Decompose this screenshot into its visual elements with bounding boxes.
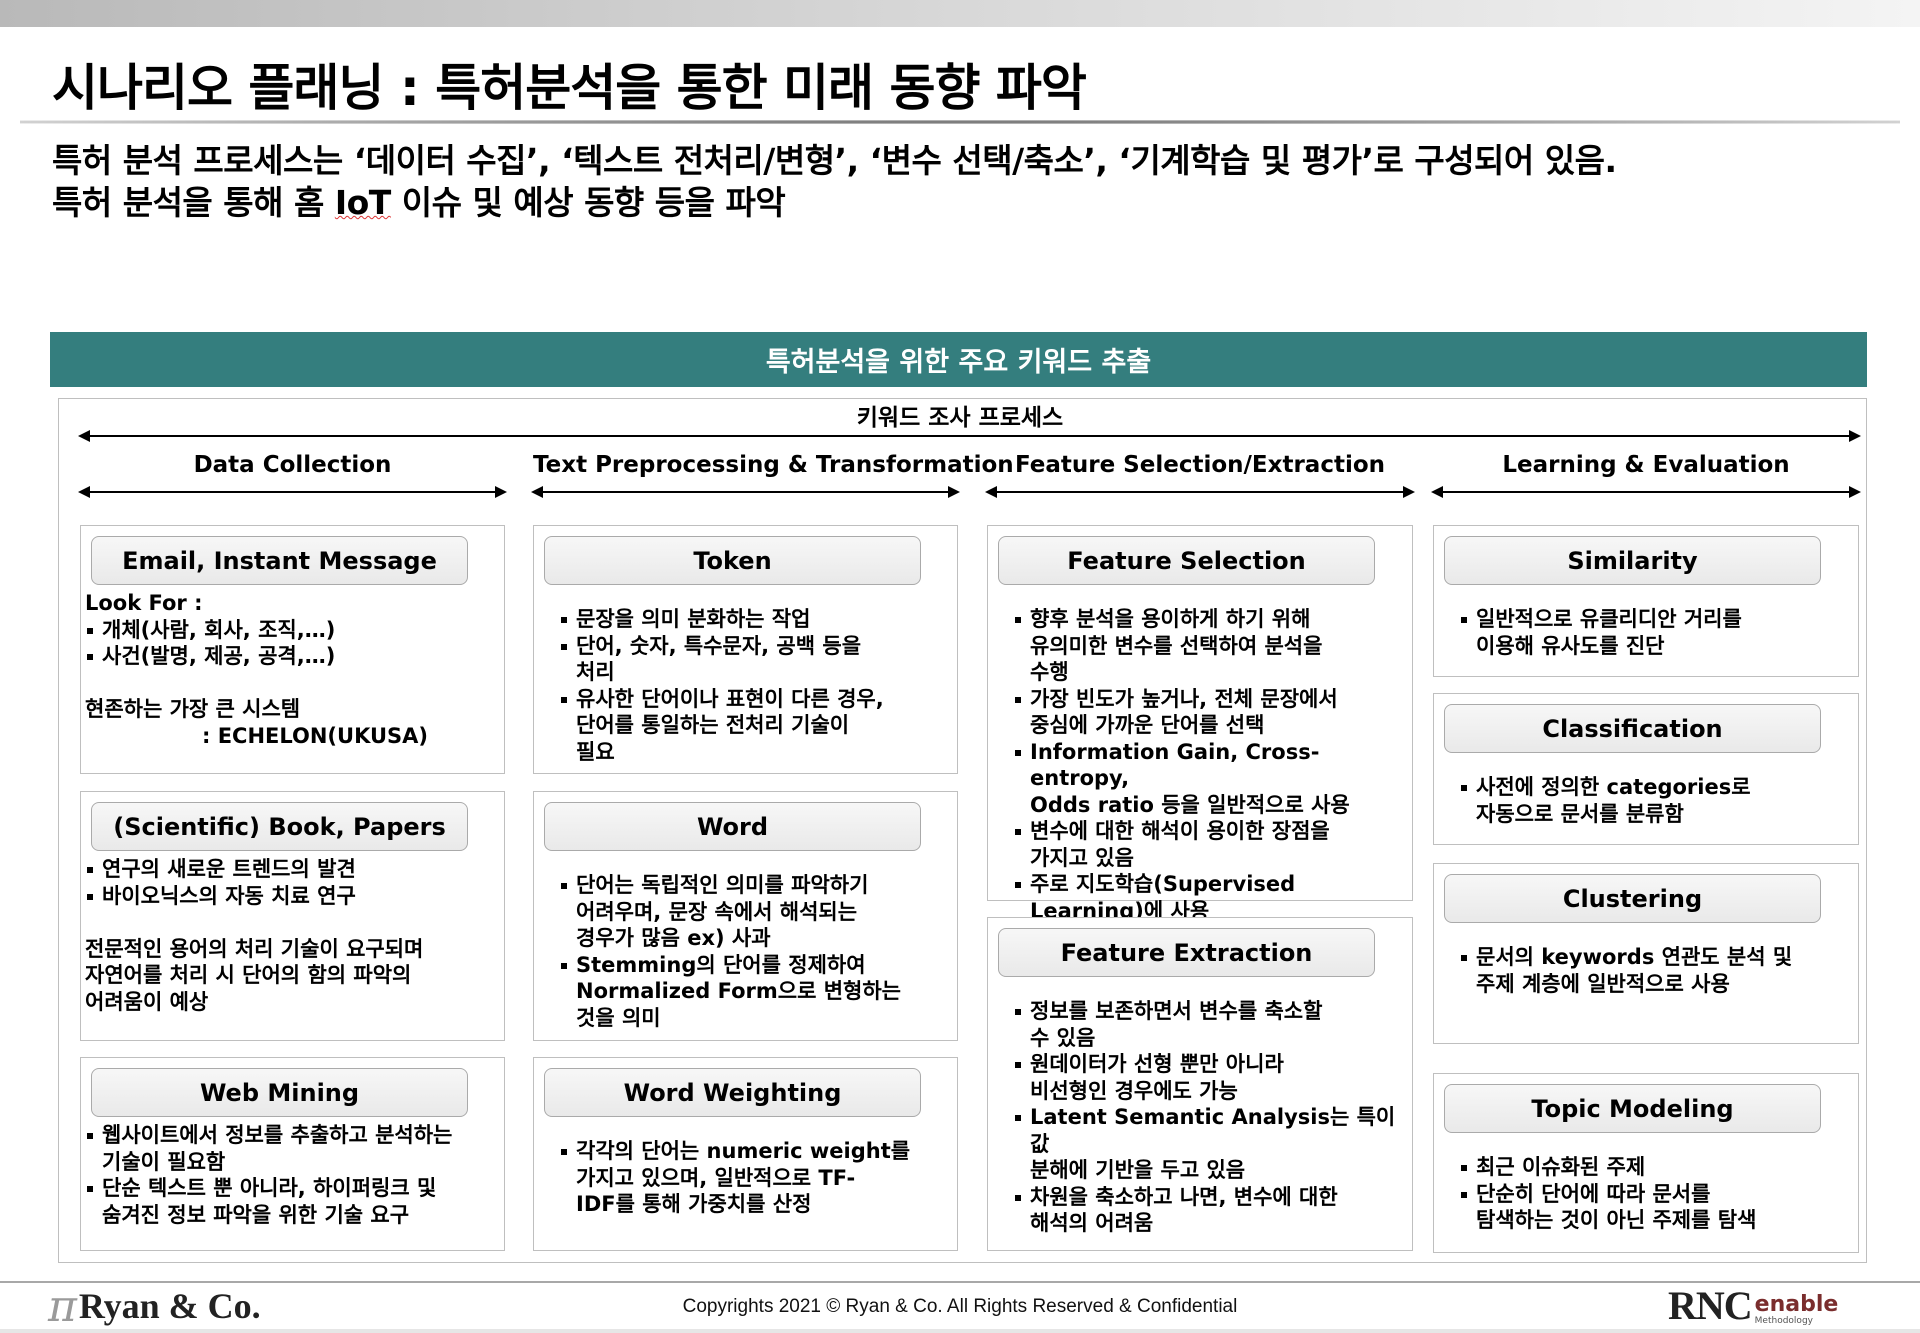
bullet-item: 연구의 새로운 트렌드의 발견 — [85, 856, 500, 883]
text-line — [85, 670, 500, 697]
bullet-item: 원데이터가 선형 뿐만 아니라 비선형인 경우에도 가능 — [1013, 1051, 1408, 1104]
bullet-item: 각각의 단어는 numeric weight를 가지고 있으며, 일반적으로 T… — [559, 1138, 953, 1218]
category-card: Classification 사전에 정의한 categories로 자동으로 문… — [1433, 693, 1859, 845]
bullet-item: 정보를 보존하면서 변수를 축소할 수 있음 — [1013, 998, 1408, 1051]
card-title: Web Mining — [91, 1068, 468, 1117]
methodology-text: Methodology — [1754, 1316, 1813, 1326]
card-title: Email, Instant Message — [91, 536, 468, 585]
bullet-item: 최근 이슈화된 주제 — [1459, 1154, 1854, 1181]
bullet-item: 웹사이트에서 정보를 추출하고 분석하는 기술이 필요함 — [85, 1122, 500, 1175]
bullet-item: 일반적으로 유클리디안 거리를 이용해 유사도를 진단 — [1459, 606, 1854, 659]
bullet-item: 개체(사람, 회사, 조직,…) — [85, 617, 500, 644]
category-card: Similarity 일반적으로 유클리디안 거리를 이용해 유사도를 진단 — [1433, 525, 1859, 677]
column-double-arrow — [531, 486, 960, 498]
text-line — [85, 909, 500, 936]
bullet-item: Stemming의 단어를 정제하여 Normalized Form으로 변형하… — [559, 952, 953, 1032]
enable-logo: enable Methodology — [1754, 1292, 1839, 1327]
column-double-arrow — [985, 486, 1415, 498]
page-subtitle: 특허 분석 프로세스는 ‘데이터 수집’, ‘텍스트 전처리/변형’, ‘변수 … — [52, 140, 1617, 224]
card-body: 웹사이트에서 정보를 추출하고 분석하는 기술이 필요함 단순 텍스트 뿐 아니라… — [85, 1122, 500, 1228]
card-body: 향후 분석을 용이하게 하기 위해 유의미한 변수를 선택하여 분석을 수행 가장… — [1013, 606, 1408, 924]
card-body: 일반적으로 유클리디안 거리를 이용해 유사도를 진단 — [1459, 606, 1854, 659]
subtitle-line-2-post: 이슈 및 예상 동향 등을 파악 — [390, 183, 786, 222]
enable-text: enable — [1754, 1292, 1839, 1317]
process-frame — [58, 398, 1867, 1263]
column-header: Text Preprocessing & Transformation — [533, 452, 1014, 478]
bullet-item: 유사한 단어이나 표현이 다른 경우, 단어를 통일하는 전처리 기술이 필요 — [559, 686, 953, 766]
process-label: 키워드 조사 프로세스 — [856, 405, 1064, 431]
logo-text: Ryan & Co. — [78, 1286, 261, 1326]
bullet-item: 향후 분석을 용이하게 하기 위해 유의미한 변수를 선택하여 분석을 수행 — [1013, 606, 1408, 686]
card-body: 문서의 keywords 연관도 분석 및 주제 계층에 일반적으로 사용 — [1459, 944, 1854, 997]
card-title: Similarity — [1444, 536, 1821, 585]
card-title: Word — [544, 802, 921, 851]
card-title: Clustering — [1444, 874, 1821, 923]
bullet-item: 단어는 독립적인 의미를 파악하기 어려우며, 문장 속에서 해석되는 경우가 … — [559, 872, 953, 952]
card-title: Topic Modeling — [1444, 1084, 1821, 1133]
bullet-item: 단순 텍스트 뿐 아니라, 하이퍼링크 및 숨겨진 정보 파악을 위한 기술 요… — [85, 1175, 500, 1228]
text-line: Look For : — [85, 591, 203, 615]
bullet-item: 단어, 숫자, 특수문자, 공백 등을 처리 — [559, 633, 953, 686]
category-card: Web Mining 웹사이트에서 정보를 추출하고 분석하는 기술이 필요함 단순… — [80, 1057, 505, 1251]
category-card: Token 문장을 의미 분화하는 작업 단어, 숫자, 특수문자, 공백 등을 처… — [533, 525, 958, 774]
subtitle-iot: IoT — [334, 183, 391, 222]
category-card: Clustering 문서의 keywords 연관도 분석 및 주제 계층에 일… — [1433, 863, 1859, 1044]
card-title: Classification — [1444, 704, 1821, 753]
column-header: Data Collection — [193, 452, 392, 478]
bullet-item: Latent Semantic Analysis는 특이값 분해에 기반을 두고… — [1013, 1104, 1408, 1184]
subtitle-line-1: 특허 분석 프로세스는 ‘데이터 수집’, ‘텍스트 전처리/변형’, ‘변수 … — [52, 141, 1617, 180]
category-card: Feature Selection 향후 분석을 용이하게 하기 위해 유의미한 … — [987, 525, 1413, 923]
bullet-item: 사전에 정의한 categories로 자동으로 문서를 분류함 — [1459, 774, 1854, 827]
card-body: 단어는 독립적인 의미를 파악하기 어려우며, 문장 속에서 해석되는 경우가 … — [559, 872, 953, 1031]
card-title: Feature Selection — [998, 536, 1375, 585]
category-card: Topic Modeling 최근 이슈화된 주제 단순히 단어에 따라 문서를 탐… — [1433, 1073, 1859, 1253]
card-title: Token — [544, 536, 921, 585]
pi-logo-icon: π — [48, 1280, 77, 1332]
bullet-item: 단순히 단어에 따라 문서를 탐색하는 것이 아닌 주제를 탐색 — [1459, 1181, 1854, 1234]
top-gradient-bar — [0, 0, 1920, 27]
card-body: 사전에 정의한 categories로 자동으로 문서를 분류함 — [1459, 774, 1854, 827]
column-double-arrow — [78, 486, 507, 498]
bullet-item: 문서의 keywords 연관도 분석 및 주제 계층에 일반적으로 사용 — [1459, 944, 1854, 997]
ryan-co-logo: π Ryan & Co. — [48, 1281, 261, 1332]
card-body: 문장을 의미 분화하는 작업 단어, 숫자, 특수문자, 공백 등을 처리 유사한 … — [559, 606, 953, 765]
category-card: Email, Instant Message Look For : 개체(사람, 회… — [80, 525, 505, 774]
category-card: Word 단어는 독립적인 의미를 파악하기 어려우며, 문장 속에서 해석되는 … — [533, 791, 958, 1041]
process-double-arrow — [78, 430, 1861, 442]
bullet-item: Information Gain, Cross-entropy, Odds ra… — [1013, 739, 1408, 819]
category-card: Feature Extraction 정보를 보존하면서 변수를 축소할 수 있음… — [987, 917, 1413, 1251]
text-line: : ECHELON(UKUSA) — [85, 723, 429, 748]
card-body: Look For : 개체(사람, 회사, 조직,…) 사건(발명, 제공, 공격,… — [85, 590, 500, 749]
bullet-item: 변수에 대한 해석이 용이한 장점을 가지고 있음 — [1013, 818, 1408, 871]
subtitle-line-2-pre: 특허 분석을 통해 홈 — [52, 183, 335, 222]
page-title: 시나리오 플래닝 : 특허분석을 통한 미래 동향 파악 — [52, 59, 1087, 117]
card-body: 최근 이슈화된 주제 단순히 단어에 따라 문서를 탐색하는 것이 아닌 주제를 … — [1459, 1154, 1854, 1234]
category-card: Word Weighting 각각의 단어는 numeric weight를 가지… — [533, 1057, 958, 1251]
column-double-arrow — [1431, 486, 1861, 498]
footer-bottom-bar — [0, 1329, 1920, 1333]
bullet-item: 차원을 축소하고 나면, 변수에 대한 해석의 어려움 — [1013, 1184, 1408, 1237]
card-body: 정보를 보존하면서 변수를 축소할 수 있음 원데이터가 선형 뿐만 아니라 비선… — [1013, 998, 1408, 1237]
copyright-text: Copyrights 2021 © Ryan & Co. All Rights … — [682, 1296, 1238, 1317]
text-line: 전문적인 용어의 처리 기술이 요구되며 자연어를 처리 시 단어의 함의 파악… — [85, 936, 424, 1014]
category-card: (Scientific) Book, Papers 연구의 새로운 트렌드의 발견… — [80, 791, 505, 1041]
bullet-item: 문장을 의미 분화하는 작업 — [559, 606, 953, 633]
card-title: (Scientific) Book, Papers — [91, 802, 468, 851]
footer-divider — [0, 1281, 1920, 1283]
section-banner: 특허분석을 위한 주요 키워드 추출 — [50, 332, 1867, 387]
card-body: 각각의 단어는 numeric weight를 가지고 있으며, 일반적으로 T… — [559, 1138, 953, 1218]
bullet-item: 사건(발명, 제공, 공격,…) — [85, 643, 500, 670]
column-header: Learning & Evaluation — [1502, 452, 1790, 478]
card-title: Word Weighting — [544, 1068, 921, 1117]
bullet-item: 바이오닉스의 자동 치료 연구 — [85, 883, 500, 910]
bullet-item: 가장 빈도가 높거나, 전체 문장에서 중심에 가까운 단어를 선택 — [1013, 686, 1408, 739]
rnc-enable-logo: RNC enable Methodology — [1668, 1283, 1839, 1328]
card-title: Feature Extraction — [998, 928, 1375, 977]
title-divider — [20, 120, 1900, 124]
column-header: Feature Selection/Extraction — [1014, 452, 1386, 478]
rnc-logo-text: RNC — [1668, 1283, 1753, 1328]
text-line: 현존하는 가장 큰 시스템 — [85, 697, 301, 721]
